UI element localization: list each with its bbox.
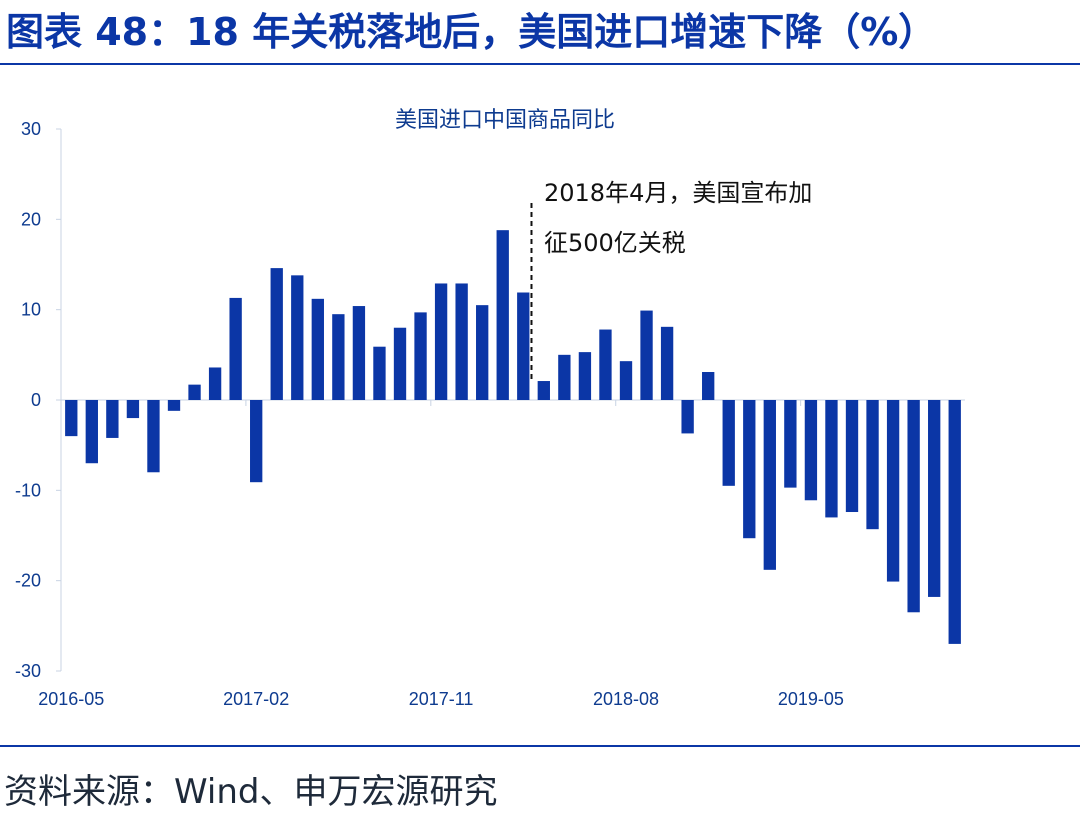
source-note: 资料来源：Wind、申万宏源研究 <box>4 772 498 812</box>
y-tick-label: 10 <box>21 300 41 320</box>
bar <box>907 400 920 613</box>
bar <box>928 400 941 597</box>
bar <box>291 275 304 400</box>
bar <box>558 354 571 400</box>
bar <box>250 400 263 483</box>
bar <box>743 400 756 539</box>
bar <box>763 400 776 570</box>
bar <box>537 381 550 400</box>
bar <box>476 305 489 400</box>
bar <box>270 268 283 400</box>
chart-title: 美国进口中国商品同比 <box>395 108 615 133</box>
x-tick-label: 2017-11 <box>409 689 474 709</box>
bar <box>578 352 592 400</box>
annotation-text-line2: 征500亿关税 <box>544 229 686 257</box>
bar <box>106 400 119 438</box>
annotation-text-line1: 2018年4月，美国宣布加 <box>544 179 812 207</box>
y-tick-label: 20 <box>21 209 41 229</box>
figure-title: 图表 48：18 年关税落地后，美国进口增速下降（%） <box>6 10 937 54</box>
bar <box>845 400 859 513</box>
bar <box>496 230 509 400</box>
y-tick-label: -20 <box>15 571 41 591</box>
bar <box>660 326 674 400</box>
y-axis: 30 20 10 0 -10 -20 -30 <box>15 119 62 681</box>
footer-divider <box>0 745 1080 747</box>
bar <box>640 310 653 400</box>
bar <box>85 400 98 464</box>
y-tick-label: -30 <box>15 661 41 681</box>
bar <box>434 283 448 400</box>
bar <box>825 400 838 518</box>
x-axis: 2016-05 2017-02 2017-11 2018-08 2019-05 <box>38 399 965 709</box>
bar <box>455 283 468 400</box>
bar <box>147 400 160 473</box>
bars <box>65 230 961 644</box>
bar <box>414 312 427 400</box>
y-tick-label: 30 <box>21 119 41 139</box>
x-tick-label: 2018-08 <box>593 689 659 709</box>
bar <box>311 298 324 400</box>
x-tick-label: 2017-02 <box>223 689 289 709</box>
annotation: 2018年4月，美国宣布加 征500亿关税 <box>530 179 812 382</box>
y-tick-label: 0 <box>31 390 41 410</box>
bar <box>702 372 715 400</box>
bar <box>517 292 530 400</box>
bar <box>599 329 612 400</box>
bar <box>393 327 407 400</box>
bar <box>886 400 900 582</box>
bar <box>948 400 961 644</box>
bar <box>126 400 140 419</box>
bar <box>188 384 201 400</box>
bar <box>167 400 181 411</box>
x-tick-label: 2019-05 <box>778 689 844 709</box>
bar <box>681 400 694 434</box>
bar <box>65 400 78 437</box>
bar <box>229 297 242 400</box>
y-tick-label: -10 <box>15 480 41 500</box>
title-divider <box>0 63 1080 65</box>
bar <box>208 367 222 400</box>
bar <box>332 314 345 400</box>
bar <box>619 361 633 400</box>
x-tick-label: 2016-05 <box>38 689 104 709</box>
bar <box>784 400 797 488</box>
bar <box>352 306 366 400</box>
bar <box>373 346 386 400</box>
bar-chart: 美国进口中国商品同比 30 20 10 0 -10 -20 -30 2016-05 2017-… <box>15 108 965 709</box>
bar <box>804 400 818 501</box>
bar <box>866 400 879 530</box>
bar <box>722 400 735 486</box>
